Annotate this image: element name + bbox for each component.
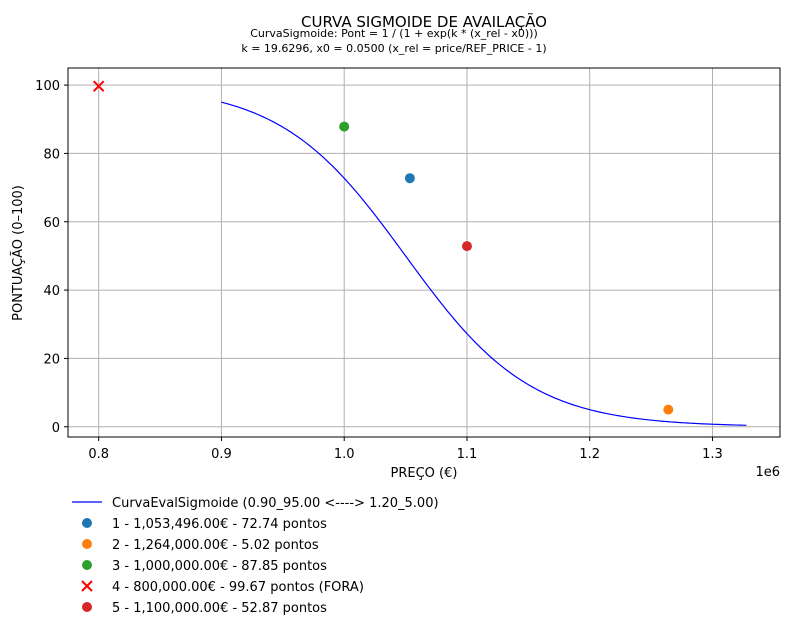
legend-label: 4 - 800,000.00€ - 99.67 pontos (FORA) <box>112 580 364 595</box>
x-axis-offset-label: 1e6 <box>755 465 780 480</box>
data-point-3 <box>339 121 350 132</box>
grid <box>68 68 780 437</box>
chart-subtitle-line-1: CurvaSigmoide: Pont = 1 / (1 + exp(k * (… <box>250 27 538 40</box>
legend-item: 4 - 800,000.00€ - 99.67 pontos (FORA) <box>81 580 364 595</box>
y-tick-label: 60 <box>43 216 60 231</box>
x-axis-label: PREÇO (€) <box>391 466 458 481</box>
y-tick-label: 0 <box>52 421 60 436</box>
legend-marker <box>82 602 92 612</box>
x-tick-label: 1.3 <box>702 447 723 462</box>
x-tick-label: 0.8 <box>88 447 109 462</box>
sigmoid-curve <box>221 101 747 426</box>
legend-marker <box>82 560 92 570</box>
legend-label: 2 - 1,264,000.00€ - 5.02 pontos <box>112 538 319 553</box>
data-point-5 <box>461 241 472 252</box>
curve-layer <box>221 101 747 426</box>
plot-frame <box>67 67 781 438</box>
y-tick-label: 100 <box>35 79 60 94</box>
legend-label: CurvaEvalSigmoide (0.90_95.00 <----> 1.2… <box>112 496 439 511</box>
data-point-2 <box>663 404 674 415</box>
x-tick-label: 1.1 <box>457 447 478 462</box>
axis-ticks: 0.8 0.9 1.0 1.1 1.2 1.3 0 20 40 60 80 100 <box>35 79 723 462</box>
legend: CurvaEvalSigmoide (0.90_95.00 <----> 1.2… <box>72 496 439 616</box>
legend-marker <box>81 580 93 592</box>
x-tick-label: 1.0 <box>334 447 355 462</box>
x-tick-label: 1.2 <box>579 447 600 462</box>
points-layer <box>92 80 674 415</box>
chart-title: CURVA SIGMOIDE DE AVAILAÇÃO <box>301 12 547 31</box>
legend-marker <box>82 518 92 528</box>
y-axis-label: PONTUAÇÃO (0–100) <box>10 185 26 321</box>
chart-subtitle-line-2: k = 19.6296, x0 = 0.0500 (x_rel = price/… <box>241 42 546 55</box>
y-tick-label: 20 <box>43 352 60 367</box>
legend-item: 5 - 1,100,000.00€ - 52.87 pontos <box>82 601 327 616</box>
legend-item: 1 - 1,053,496.00€ - 72.74 pontos <box>82 517 327 532</box>
legend-label: 3 - 1,000,000.00€ - 87.85 pontos <box>112 559 327 574</box>
legend-marker <box>82 539 92 549</box>
legend-item: 3 - 1,000,000.00€ - 87.85 pontos <box>82 559 327 574</box>
legend-label: 5 - 1,100,000.00€ - 52.87 pontos <box>112 601 327 616</box>
x-tick-label: 0.9 <box>211 447 232 462</box>
data-point-1 <box>404 173 415 184</box>
y-tick-label: 40 <box>43 284 60 299</box>
data-point-out-of-range <box>92 80 105 92</box>
legend-item-curve: CurvaEvalSigmoide (0.90_95.00 <----> 1.2… <box>72 496 439 511</box>
legend-item: 2 - 1,264,000.00€ - 5.02 pontos <box>82 538 319 553</box>
legend-label: 1 - 1,053,496.00€ - 72.74 pontos <box>112 517 327 532</box>
y-tick-label: 80 <box>43 147 60 162</box>
